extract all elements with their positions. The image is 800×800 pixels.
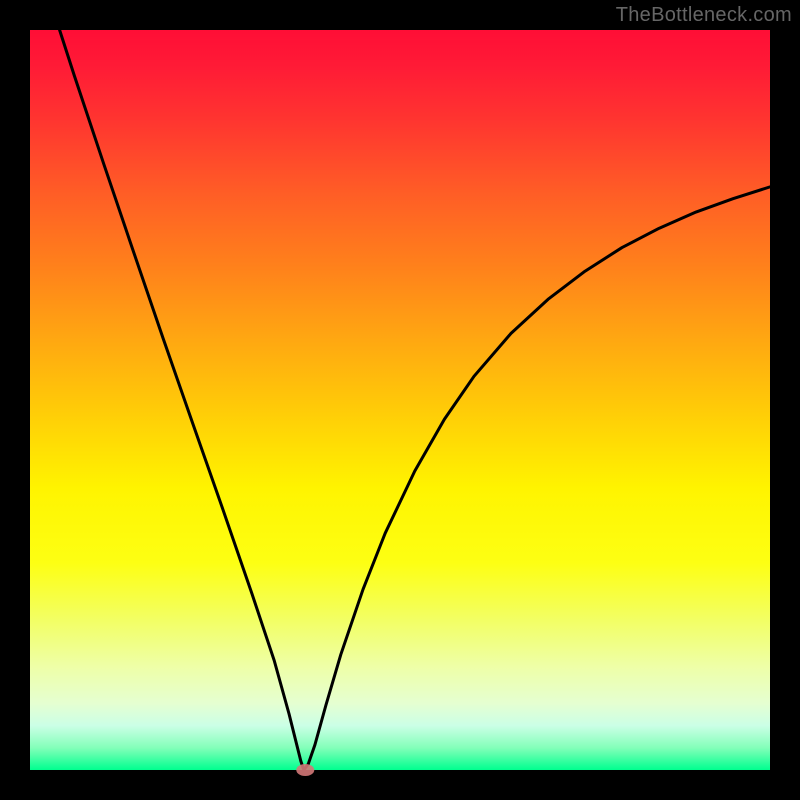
chart-container: TheBottleneck.com <box>0 0 800 800</box>
watermark-text: TheBottleneck.com <box>616 4 792 27</box>
bottleneck-chart <box>0 0 800 800</box>
plot-gradient-area <box>30 30 770 770</box>
minimum-marker <box>296 764 314 776</box>
